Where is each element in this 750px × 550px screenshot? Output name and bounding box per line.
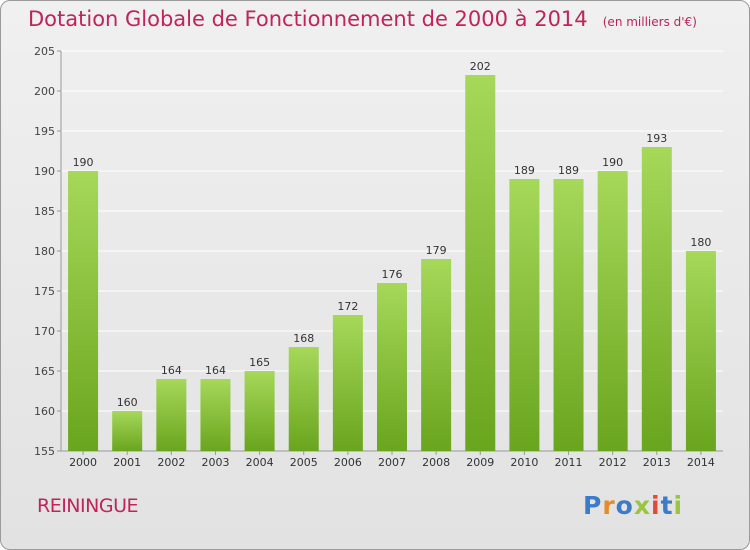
bar <box>156 379 187 451</box>
y-tick-label: 195 <box>34 125 55 138</box>
bar-value-label: 160 <box>117 396 138 409</box>
bar-value-label: 189 <box>558 164 579 177</box>
bar <box>465 75 496 451</box>
bar-value-label: 180 <box>690 236 711 249</box>
bar-value-label: 168 <box>293 332 314 345</box>
y-tick-label: 170 <box>34 325 55 338</box>
y-tick-label: 165 <box>34 365 55 378</box>
bar-value-label: 164 <box>205 364 226 377</box>
bar <box>509 179 540 451</box>
bar <box>641 147 672 451</box>
x-tick-label: 2001 <box>113 456 141 469</box>
x-tick-label: 2005 <box>290 456 318 469</box>
commune-name: REININGUE <box>37 495 138 517</box>
chart-title: Dotation Globale de Fonctionnement de 20… <box>28 7 697 31</box>
bar <box>421 259 452 451</box>
x-tick-label: 2004 <box>246 456 274 469</box>
y-tick-label: 175 <box>34 285 55 298</box>
chart-title-unit: (en milliers d'€) <box>602 15 697 29</box>
logo-letter: i <box>673 491 684 520</box>
logo-letter: i <box>651 491 661 520</box>
y-tick-label: 180 <box>34 245 55 258</box>
chart-title-main: Dotation Globale de Fonctionnement de 20… <box>28 7 588 31</box>
bar <box>553 179 584 451</box>
bar <box>68 171 99 451</box>
value-labels: 190 160 164 164 165 168 172 176 179 202 189 189 190 1… <box>73 60 712 409</box>
bar-value-label: 193 <box>646 132 667 145</box>
bar <box>597 171 628 451</box>
bar <box>200 379 231 451</box>
bar-value-label: 202 <box>470 60 491 73</box>
x-tick-label: 2002 <box>157 456 185 469</box>
x-tick-label: 2010 <box>510 456 538 469</box>
bar <box>112 411 143 451</box>
x-tick-label: 2000 <box>69 456 97 469</box>
y-tick-label: 155 <box>34 445 55 458</box>
bar-value-label: 165 <box>249 356 270 369</box>
x-tick-label: 2003 <box>201 456 229 469</box>
bar <box>244 371 275 451</box>
bar <box>288 347 319 451</box>
logo-letter: P <box>583 491 603 520</box>
x-tick-label: 2012 <box>599 456 627 469</box>
y-tick-label: 185 <box>34 205 55 218</box>
bar-value-label: 190 <box>602 156 623 169</box>
bars <box>68 75 716 451</box>
x-tick-label: 2013 <box>643 456 671 469</box>
bar-value-label: 189 <box>514 164 535 177</box>
bar-value-label: 190 <box>73 156 94 169</box>
logo-letter: x <box>633 491 651 520</box>
bar <box>332 315 363 451</box>
x-tick-label: 2007 <box>378 456 406 469</box>
bar-value-label: 172 <box>337 300 358 313</box>
y-tick-label: 190 <box>34 165 55 178</box>
bar-value-label: 179 <box>426 244 447 257</box>
x-tick-label: 2011 <box>555 456 583 469</box>
logo-letter: t <box>660 491 674 520</box>
bar-value-label: 176 <box>382 268 403 281</box>
logo-letter: o <box>615 491 634 520</box>
proxiti-logo: Proxiti <box>583 491 683 520</box>
y-tick-label: 160 <box>34 405 55 418</box>
x-tick-label: 2006 <box>334 456 362 469</box>
logo-letter: r <box>602 491 616 520</box>
x-tick-label: 2008 <box>422 456 450 469</box>
bar-value-label: 164 <box>161 364 182 377</box>
bar <box>685 251 716 451</box>
bar <box>377 283 407 451</box>
x-tick-label: 2009 <box>466 456 494 469</box>
x-tick-label: 2014 <box>687 456 715 469</box>
y-tick-label: 205 <box>34 45 55 58</box>
y-tick-label: 200 <box>34 85 55 98</box>
